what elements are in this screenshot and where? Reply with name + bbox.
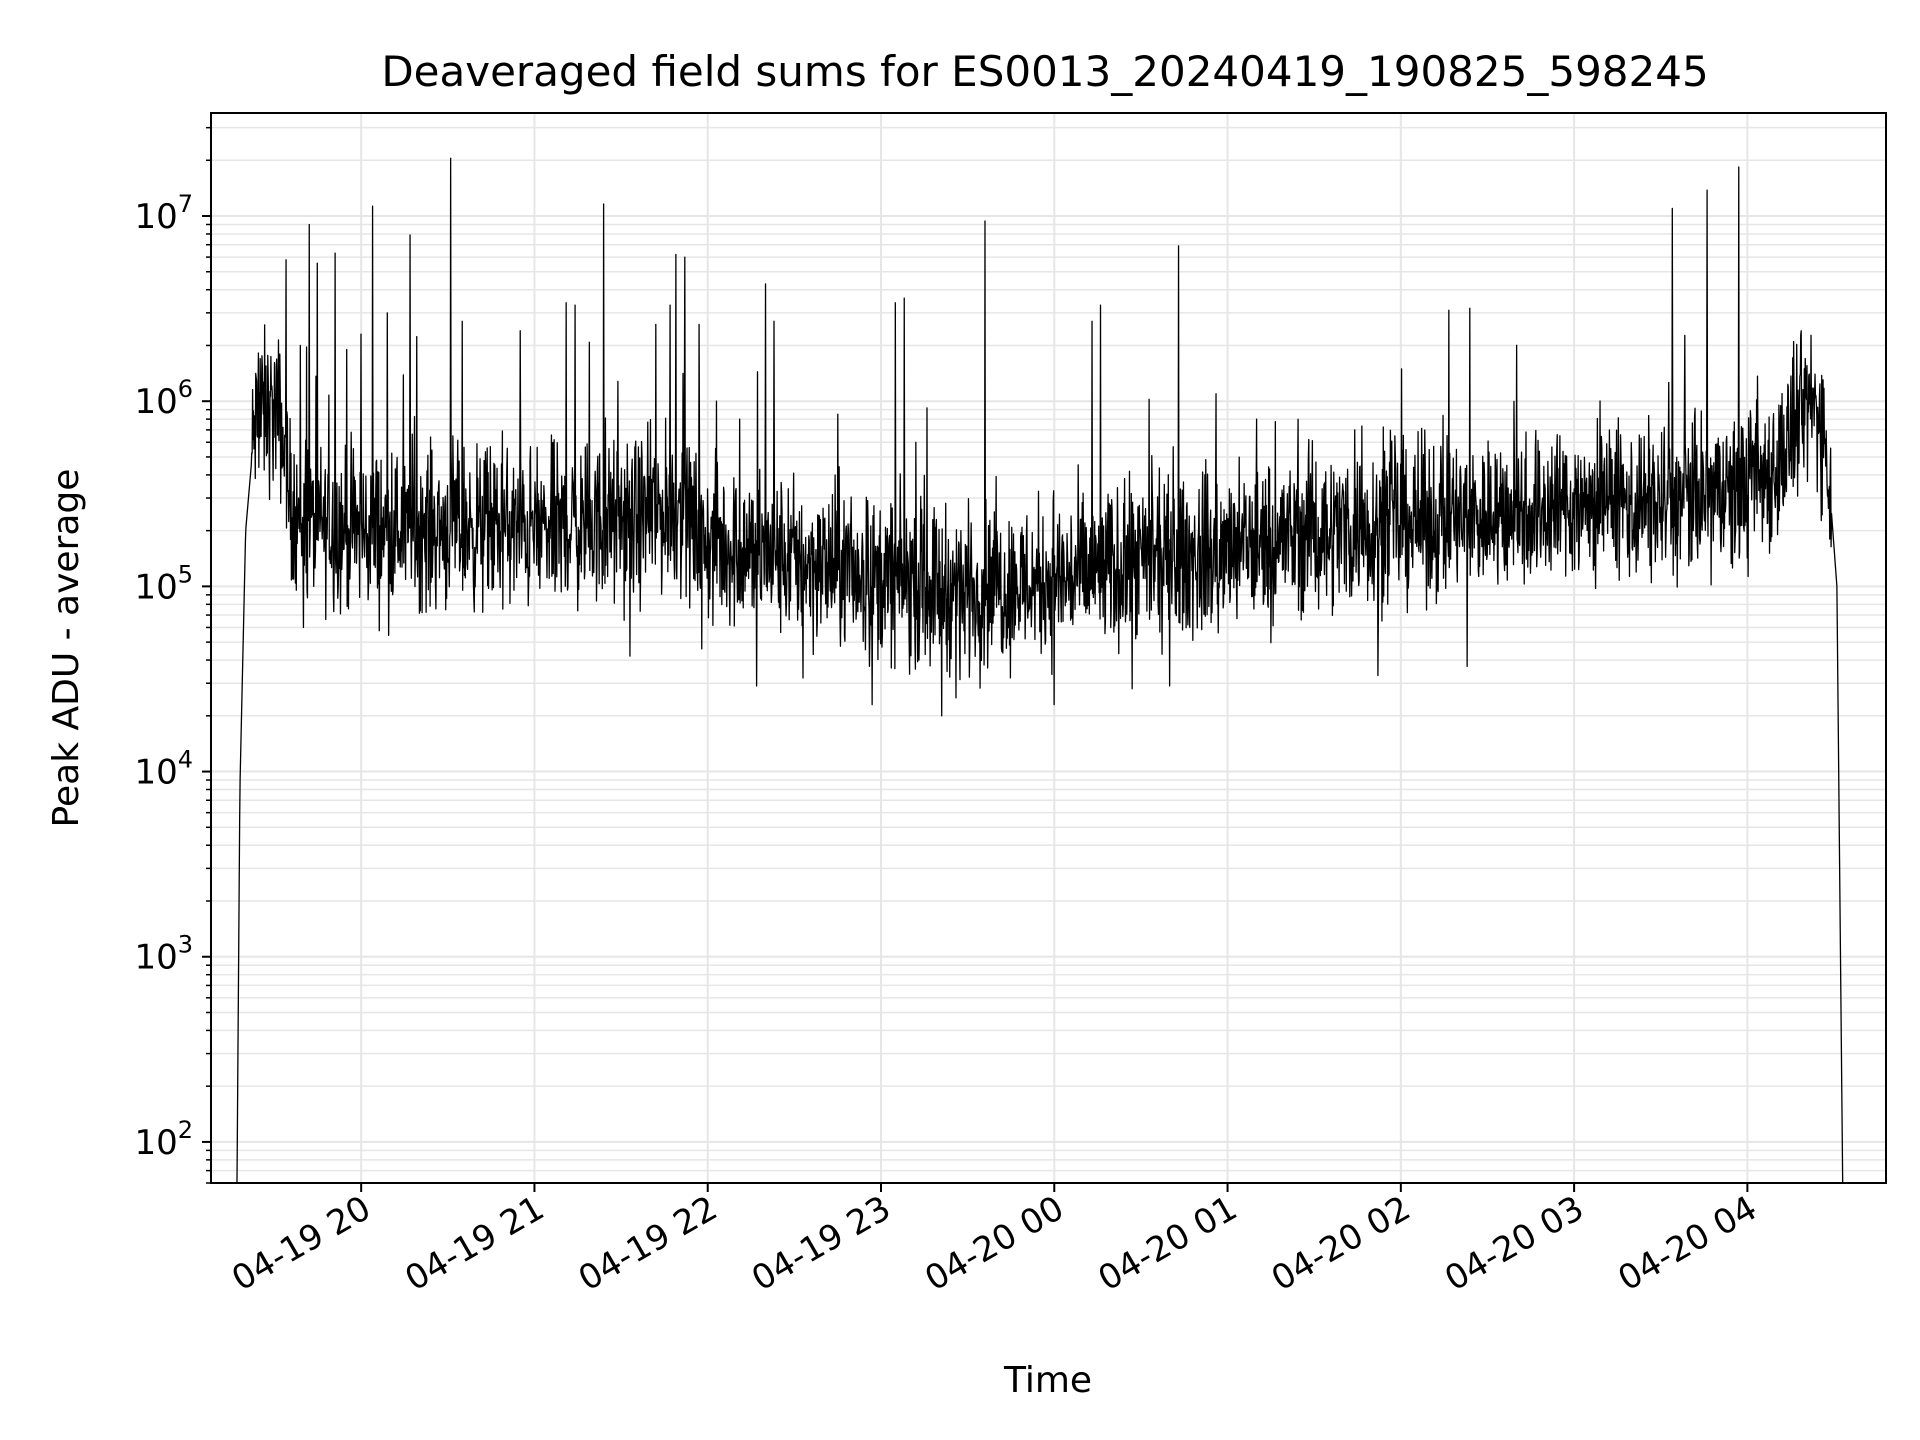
chart-title: Deaveraged field sums for ES0013_2024041… <box>381 47 1708 96</box>
y-tick-base: 10 <box>134 1123 177 1163</box>
x-axis-label: Time <box>1003 1360 1092 1401</box>
y-tick-base: 10 <box>134 753 177 793</box>
y-tick-label: 106 <box>134 375 193 422</box>
series-line <box>236 157 1844 1184</box>
grid <box>211 113 1886 1184</box>
y-tick-exponent: 7 <box>178 190 193 218</box>
y-tick-base: 10 <box>134 382 177 422</box>
y-tick-exponent: 3 <box>178 931 193 959</box>
y-axis-label: Peak ADU - average <box>46 469 87 828</box>
y-tick-base: 10 <box>134 938 177 978</box>
y-tick-base: 10 <box>134 197 177 237</box>
y-tick-label: 104 <box>134 746 193 793</box>
y-tick-label: 107 <box>134 190 193 237</box>
y-tick-exponent: 4 <box>178 746 193 774</box>
y-tick-exponent: 6 <box>178 375 193 403</box>
y-tick-label: 103 <box>134 931 193 978</box>
data-layer <box>236 157 1844 1184</box>
y-tick-exponent: 5 <box>178 560 193 588</box>
y-tick-label: 102 <box>134 1116 193 1163</box>
y-tick-base: 10 <box>134 567 177 607</box>
y-tick-label: 105 <box>134 560 193 607</box>
y-tick-exponent: 2 <box>178 1116 193 1144</box>
plot-frame <box>210 112 1887 1184</box>
